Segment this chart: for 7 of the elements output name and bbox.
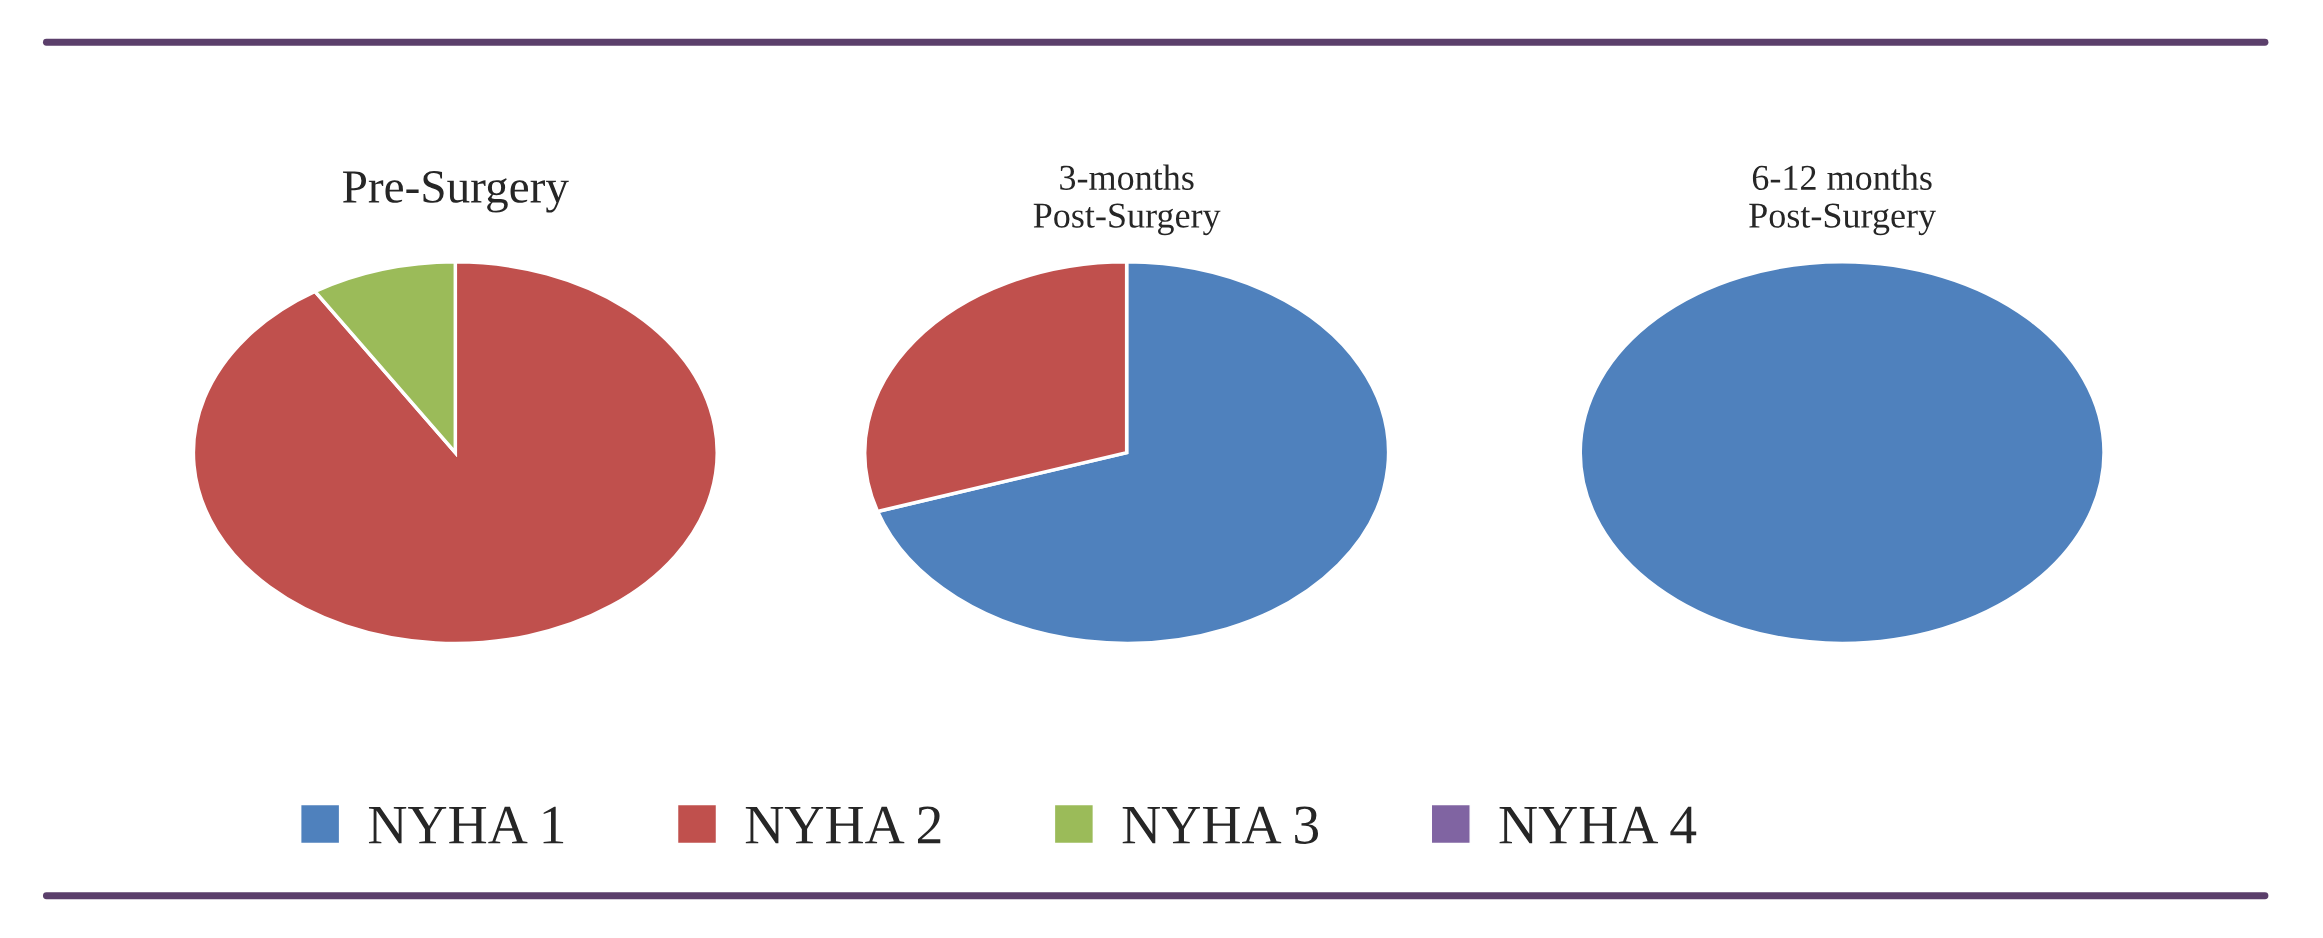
legend-label: NYHA 4 [1499, 806, 1697, 844]
legend-label: NYHA 1 [368, 806, 564, 844]
legend-label: NYHA 2 [745, 806, 941, 844]
chart-title: 3-months Post-Surgery [1033, 164, 1221, 236]
legend-label: NYHA 3 [1122, 806, 1319, 844]
chart-title: 6-12 months Post-Surgery [1749, 164, 1936, 236]
chart-title: Pre-Surgery [342, 171, 569, 213]
